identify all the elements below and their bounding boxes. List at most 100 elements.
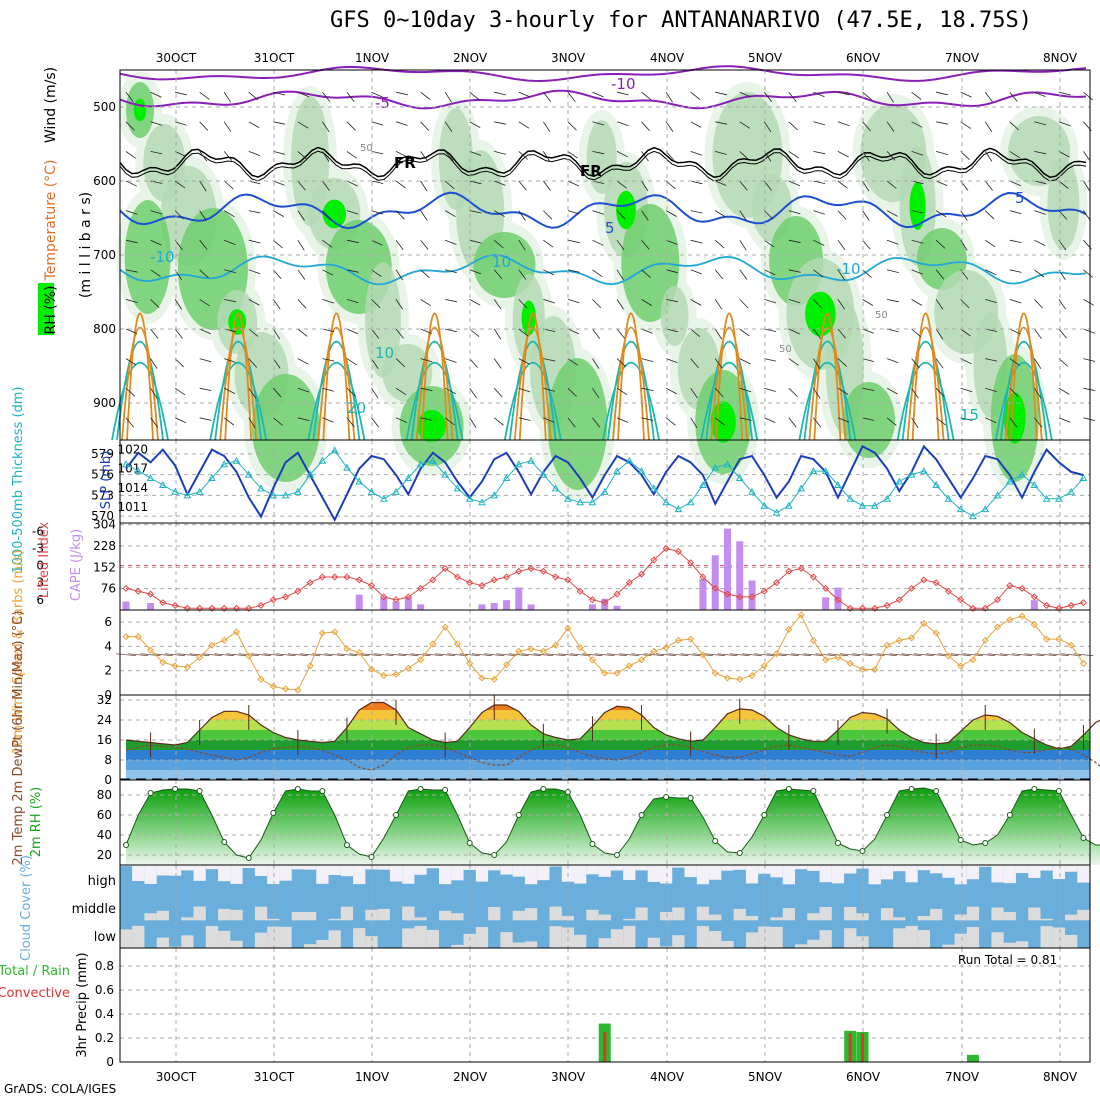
cloud-clear-low — [856, 936, 869, 948]
cloud-clear-mid — [623, 918, 636, 921]
cloud-clear-low — [917, 930, 931, 948]
upper-wind-barb — [911, 210, 924, 214]
precip-convective-bar — [861, 1033, 864, 1062]
upper-wind-barb — [322, 121, 330, 133]
upper-wind-barb — [248, 269, 261, 275]
lifted-index-point — [736, 593, 744, 601]
cloud-clear-mid — [451, 913, 464, 921]
cloud-clear-high — [426, 865, 440, 869]
thickness-point — [232, 456, 241, 464]
bottom-date-label: 5NOV — [748, 1070, 783, 1084]
surface-wind-barb — [606, 653, 628, 657]
thickness-point — [625, 456, 634, 464]
upper-wind-barb — [273, 210, 284, 217]
upper-wind-barb — [1058, 91, 1071, 96]
lifted-index-point — [490, 576, 498, 584]
cloud-clear-high — [316, 865, 329, 884]
upper-axis-label: (m i l l i b a r s) — [78, 192, 94, 298]
upper-wind-barb — [346, 328, 359, 335]
lifted-index-point — [993, 596, 1002, 604]
cape-bar — [404, 597, 412, 610]
low-level-temp-contour — [715, 312, 744, 441]
upper-wind-barb — [223, 121, 232, 132]
upper-wind-barb — [445, 239, 457, 245]
contour-label: FR — [580, 162, 602, 180]
rh-point — [368, 854, 375, 860]
upper-wind-barb — [322, 417, 334, 423]
lifted-index-point — [318, 573, 326, 581]
wind-speed-point — [1043, 635, 1051, 643]
surface-wind-barb — [815, 653, 836, 657]
upper-wind-barb — [395, 299, 404, 310]
thickness-tick-label: 573 — [91, 488, 114, 502]
upper-wind-barb — [886, 180, 897, 189]
cloud-clear-high — [745, 865, 759, 884]
bottom-date-label: 31OCT — [254, 1070, 295, 1084]
wind-speed-point — [834, 653, 842, 661]
upper-wind-barb — [985, 239, 996, 248]
upper-wind-barb — [346, 269, 359, 273]
cloud-clear-mid — [745, 915, 759, 921]
cloud-clear-low — [991, 932, 1004, 948]
thickness-point — [1030, 480, 1039, 488]
thickness-point — [932, 480, 940, 488]
upper-wind-barb — [764, 417, 776, 423]
upper-axis-label: RH (%) — [43, 286, 59, 335]
upper-wind-barb — [273, 180, 285, 186]
upper-wind-barb — [739, 328, 750, 337]
wind-speed-point — [196, 653, 204, 661]
upper-wind-barb — [297, 358, 309, 365]
bottom-date-label: 1NOV — [355, 1070, 390, 1084]
upper-wind-barb — [984, 121, 993, 133]
upper-wind-barb — [935, 358, 944, 369]
lifted-index-point — [1006, 582, 1014, 590]
thickness-point — [220, 460, 229, 468]
lifted-index-point — [355, 576, 363, 584]
upper-wind-barb — [493, 328, 502, 340]
upper-wind-barb — [764, 269, 776, 276]
temp-contour-minus5 — [119, 89, 1087, 110]
cloud-clear-high — [1065, 865, 1078, 872]
cloud-clear-high — [794, 865, 808, 870]
upper-wind-barb — [567, 121, 577, 131]
cloud-clear-low — [475, 927, 489, 948]
cloud-clear-mid — [598, 914, 611, 921]
upper-wind-barb — [297, 91, 310, 98]
cloud-clear-high — [623, 865, 636, 880]
wind-speed-point — [220, 636, 228, 644]
cloud-clear-high — [758, 865, 771, 874]
cloud-clear-high — [598, 865, 611, 877]
upper-wind-barb — [445, 299, 457, 303]
surface-wind-barb — [938, 653, 959, 657]
upper-wind-barb — [543, 151, 551, 162]
upper-wind-barb — [616, 91, 629, 96]
upper-wind-barb — [813, 91, 825, 98]
upper-axis-label: Wind (m/s) — [43, 67, 59, 143]
upper-wind-barb — [248, 239, 261, 244]
thickness-point — [907, 470, 916, 478]
rh-area-max — [417, 410, 446, 442]
wind-speed-point — [367, 665, 376, 674]
upper-wind-barb — [420, 269, 430, 279]
upper-wind-barb — [150, 328, 159, 339]
cloud-clear-high — [242, 865, 255, 868]
wind-speed-point — [871, 665, 879, 674]
upper-wind-barb — [543, 121, 551, 133]
cloud-clear-low — [1052, 927, 1066, 948]
upper-wind-barb — [371, 210, 384, 215]
upper-wind-barb — [1083, 269, 1093, 278]
lifted-index-point — [883, 601, 891, 609]
upper-wind-barb — [371, 180, 384, 184]
upper-wind-barb — [764, 210, 774, 220]
upper-wind-barb — [125, 387, 136, 397]
upper-wind-barb — [862, 299, 874, 306]
slp-axis-label: SLP (mb) — [99, 451, 114, 510]
low-level-temp-contour — [116, 341, 164, 441]
temp-tick-label: 16 — [97, 733, 112, 747]
cloud-clear-mid — [709, 914, 722, 921]
cloud-clear-low — [524, 941, 538, 948]
cloud-clear-high — [181, 865, 194, 871]
cloud-clear-low — [574, 934, 587, 948]
upper-wind-barb — [322, 387, 335, 392]
wind-speed-line — [126, 613, 1084, 691]
